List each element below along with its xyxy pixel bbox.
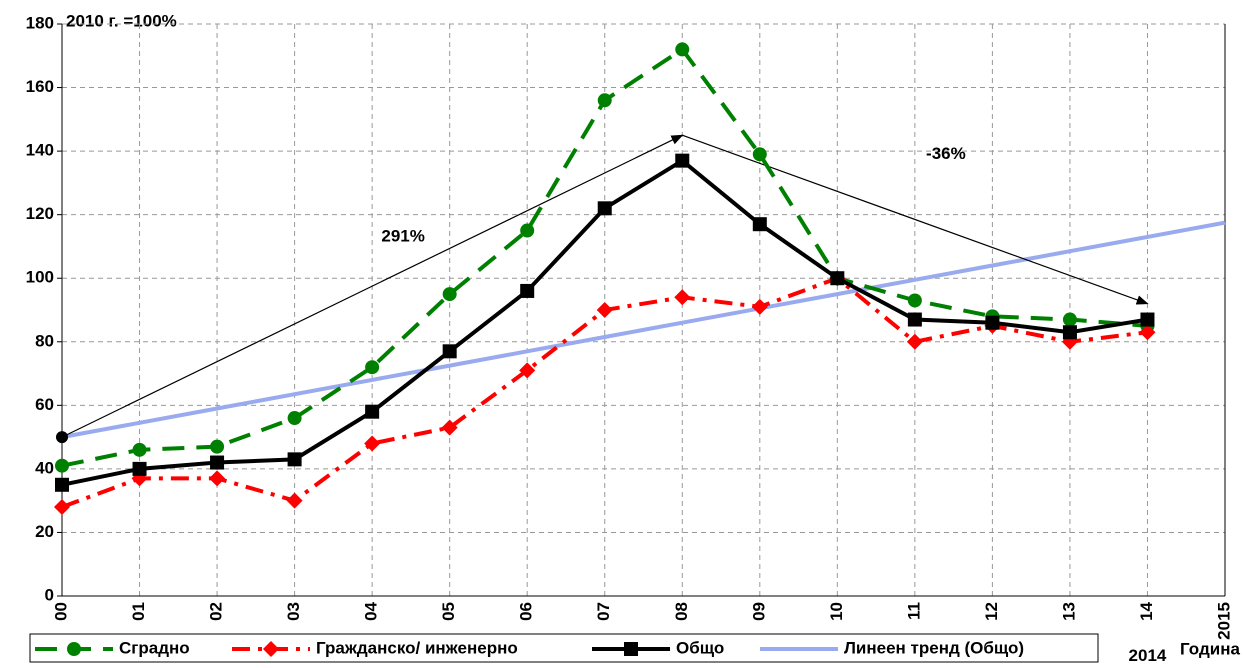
marker — [67, 642, 81, 656]
annotation: 291% — [381, 226, 424, 245]
marker — [624, 642, 638, 656]
y-tick-label: 120 — [26, 204, 54, 223]
marker — [364, 435, 381, 452]
marker — [675, 42, 690, 57]
x-tick-label: 00 — [51, 602, 70, 621]
marker — [442, 344, 457, 359]
marker — [132, 461, 147, 476]
marker — [209, 470, 226, 487]
x-axis-label: Година — [1180, 639, 1240, 658]
arrow-line — [682, 134, 1149, 305]
y-tick-label: 20 — [35, 522, 54, 541]
x-tick-label: 05 — [439, 602, 458, 621]
marker — [830, 271, 845, 286]
legend-box — [29, 633, 1099, 663]
marker — [520, 223, 535, 238]
marker — [519, 362, 536, 379]
marker — [1139, 324, 1156, 341]
y-tick-label: 80 — [35, 331, 54, 350]
marker — [1062, 325, 1077, 340]
marker — [132, 442, 147, 457]
marker — [906, 333, 923, 350]
x-tick-label: 07 — [594, 602, 613, 621]
marker — [210, 439, 225, 454]
x-tick-label: 06 — [517, 602, 536, 621]
x-tick-label: 2015 — [1214, 602, 1233, 640]
marker — [985, 315, 1000, 330]
marker — [55, 458, 69, 473]
annotation: -36% — [926, 144, 966, 163]
x-tick-label: 10 — [827, 602, 846, 621]
marker — [210, 455, 225, 470]
x-tick-label: 08 — [672, 602, 691, 621]
marker — [675, 153, 690, 168]
x-tick-label: 11 — [904, 602, 923, 620]
x-tick-label: 09 — [749, 602, 768, 621]
marker — [1140, 312, 1155, 327]
marker — [907, 312, 922, 327]
y-tick-label: 60 — [35, 395, 54, 414]
series-line — [61, 220, 1226, 440]
marker — [674, 289, 691, 306]
y-tick-label: 0 — [45, 585, 54, 604]
x-tick-label: 12 — [982, 602, 1001, 621]
legend-label: Гражданско/ инженерно — [316, 638, 518, 657]
marker — [596, 302, 613, 318]
y-tick-label: 180 — [26, 13, 54, 32]
y-tick-label: 140 — [26, 141, 54, 160]
marker — [55, 477, 69, 492]
marker — [365, 404, 380, 419]
legend-label: Линеен тренд (Общо) — [844, 638, 1024, 657]
x-tick-label: 14 — [1137, 601, 1156, 620]
marker — [287, 452, 302, 467]
marker — [442, 287, 457, 302]
y-tick-label: 100 — [26, 268, 54, 287]
marker — [520, 283, 535, 298]
x-tick-label: 01 — [129, 602, 148, 621]
marker — [1062, 312, 1077, 327]
marker — [54, 499, 70, 516]
arrow-line — [61, 134, 684, 438]
y-tick-label: 160 — [26, 77, 54, 96]
marker — [365, 360, 380, 375]
x-tick-label: 13 — [1059, 602, 1078, 621]
marker — [286, 492, 303, 509]
y-tick-label: 40 — [35, 458, 54, 477]
marker — [287, 411, 302, 426]
marker — [441, 419, 458, 436]
marker — [597, 93, 612, 108]
marker — [907, 293, 922, 308]
x-tick-label: 03 — [284, 602, 303, 621]
arrow-start — [56, 431, 68, 444]
marker — [752, 147, 767, 162]
marker — [597, 201, 612, 216]
legend-label: Сградно — [119, 638, 190, 657]
x-tick-label: 04 — [362, 601, 381, 620]
marker — [263, 641, 279, 657]
marker — [752, 217, 767, 232]
annotation: 2014 — [1129, 646, 1167, 663]
legend-label: Общо — [676, 638, 724, 657]
marker — [751, 298, 768, 315]
x-tick-label: 02 — [207, 602, 226, 621]
chart-title: 2010 г. =100% — [66, 11, 177, 30]
